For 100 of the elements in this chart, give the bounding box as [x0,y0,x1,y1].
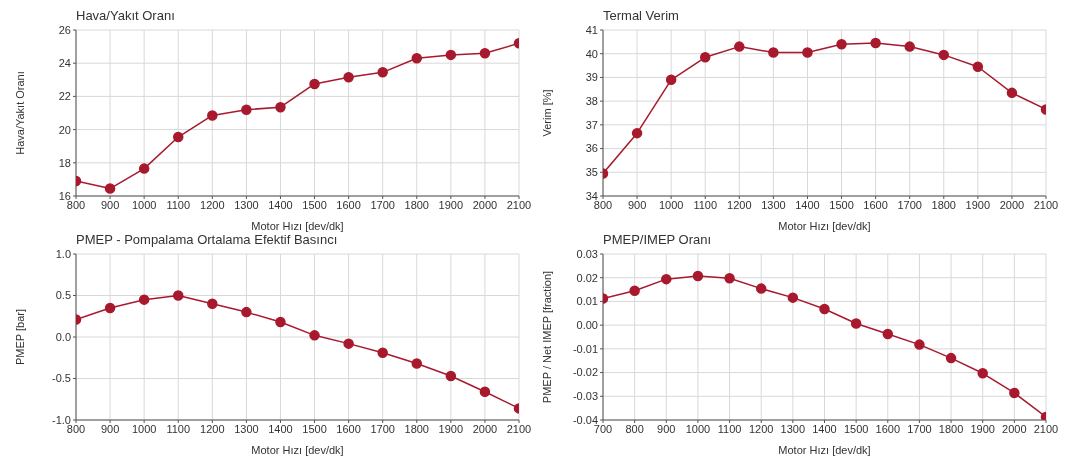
point [734,41,745,52]
x-tick-label: 1800 [931,198,957,211]
point [343,338,354,349]
y-tick-label: 0.03 [576,247,598,260]
x-tick-label: 1700 [370,422,395,435]
x-tick-label: 1400 [812,422,837,435]
x-tick-label: 900 [100,422,120,435]
y-tick-label: 0.01 [576,295,598,308]
x-tick-label: 1900 [438,422,464,435]
y-axis-title: Verim [%] [540,89,553,137]
x-tick-label: 1000 [131,198,157,211]
y-tick-label: 40 [585,47,598,60]
x-tick-label: 1100 [717,422,742,435]
point [104,302,116,314]
x-tick-label: 900 [627,198,647,211]
x-tick-label: 1900 [970,422,995,435]
x-tick-label: 1700 [897,198,922,211]
x-tick-label: 1100 [166,198,191,211]
x-tick-label: 1300 [780,422,806,435]
x-tick-label: 1600 [336,422,361,435]
x-axis-title: Motor Hızı [dev/dk] [251,444,344,456]
y-tick-label: 1.0 [55,247,71,260]
point [914,339,925,350]
x-tick-label: 1600 [336,198,361,211]
x-tick-label: 1100 [693,198,718,211]
point [972,61,984,73]
x-tick-label: 1400 [268,422,293,435]
x-tick-label: 1000 [685,422,711,435]
x-tick-label: 1200 [200,422,225,435]
point [377,67,388,78]
x-tick-label: 1000 [658,198,684,211]
x-tick-label: 1200 [727,198,752,211]
y-tick-label: 24 [58,57,71,70]
x-tick-label: 2100 [506,422,532,435]
point [275,316,286,328]
x-tick-label: 1600 [863,198,888,211]
point [629,285,640,297]
x-tick-label: 1400 [795,198,820,211]
point [850,318,862,329]
x-tick-label: 1300 [234,422,259,435]
y-tick-label: 0.00 [576,319,598,332]
y-tick-label: 16 [58,189,71,202]
point [819,303,830,315]
x-tick-label: 2000 [1002,422,1027,435]
point [241,306,252,318]
point [104,183,116,194]
x-tick-label: 1400 [268,198,293,211]
x-tick-label: 800 [625,422,644,435]
x-tick-label: 1700 [907,422,932,435]
point [138,294,150,305]
point [241,104,252,115]
chart-title: Termal Verim [603,8,680,24]
x-tick-label: 1800 [404,198,430,211]
x-tick-label: 1300 [761,198,786,211]
x-tick-label: 2000 [472,422,498,435]
y-axis-title: PMEP [bar] [13,308,26,366]
chart-title: PMEP - Pompalama Ortalama Efektif Basıncı [76,232,339,248]
point [755,283,767,294]
x-axis-title: Motor Hızı [dev/dk] [778,444,871,456]
point [768,47,779,58]
point [665,74,677,86]
y-tick-label: 0.02 [576,271,598,284]
point [309,330,320,341]
x-tick-label: 1200 [748,422,774,435]
point [724,272,735,284]
x-tick-label: 2100 [1033,422,1059,435]
point [1009,387,1020,399]
y-tick-label: 22 [58,90,71,103]
y-axis-title: Hava/Yakıt Oranı [13,71,26,155]
y-tick-label: 26 [58,23,71,36]
point [1006,87,1018,99]
y-tick-label: -1.0 [52,413,71,426]
chart-title: PMEP/IMEP Oranı [603,232,713,248]
x-tick-label: 1500 [302,198,327,211]
point [309,78,320,90]
x-tick-label: 1300 [234,198,259,211]
y-tick-label: 20 [58,123,71,136]
x-axis-title: Motor Hızı [dev/dk] [778,220,871,232]
point [479,386,491,398]
point [631,127,643,139]
point [802,47,813,58]
y-tick-label: -0.01 [572,342,598,355]
point [207,298,218,310]
x-tick-label: 1000 [131,422,157,435]
y-tick-label: 0.0 [55,330,71,343]
point [275,101,286,113]
point [787,292,799,303]
point [172,290,184,301]
point [377,347,388,359]
y-tick-label: 0.5 [55,289,71,302]
point [882,328,894,340]
x-tick-label: 1800 [938,422,964,435]
x-tick-label: 2100 [506,198,532,211]
point [411,358,423,369]
point [207,110,218,121]
y-tick-label: 35 [585,166,598,179]
point [479,47,491,59]
point [411,52,423,64]
y-tick-label: 34 [585,189,598,202]
x-tick-label: 1700 [370,198,395,211]
